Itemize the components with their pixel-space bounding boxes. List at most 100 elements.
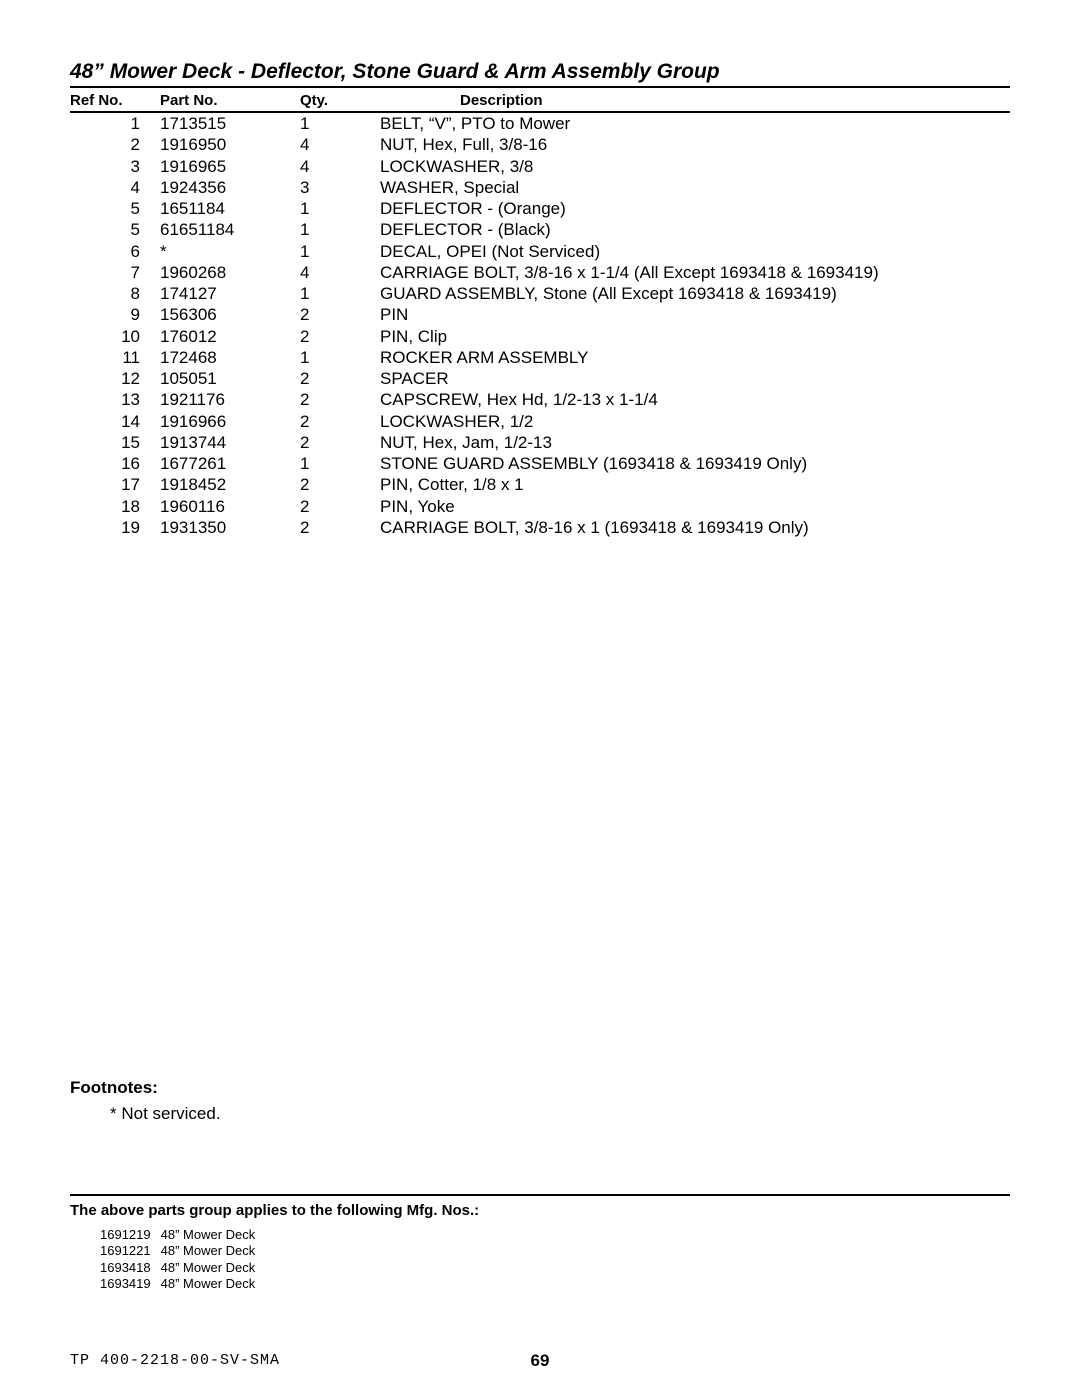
cell-ref: 6 xyxy=(70,241,160,262)
cell-qty: 4 xyxy=(300,134,380,155)
cell-qty: 2 xyxy=(300,389,380,410)
cell-qty: 3 xyxy=(300,177,380,198)
cell-desc: LOCKWASHER, 3/8 xyxy=(380,156,1010,177)
cell-part: 1918452 xyxy=(160,474,300,495)
cell-part: 105051 xyxy=(160,368,300,389)
cell-qty: 2 xyxy=(300,517,380,538)
cell-desc: STONE GUARD ASSEMBLY (1693418 & 1693419 … xyxy=(380,453,1010,474)
mfg-rule xyxy=(70,1194,1010,1196)
cell-desc: DEFLECTOR - (Black) xyxy=(380,219,1010,240)
cell-part: 1677261 xyxy=(160,453,300,474)
mfg-table: 169121948” Mower Deck169122148” Mower De… xyxy=(100,1227,265,1292)
cell-desc: DECAL, OPEI (Not Serviced) xyxy=(380,241,1010,262)
table-row: 1919313502CARRIAGE BOLT, 3/8-16 x 1 (169… xyxy=(70,517,1010,538)
cell-ref: 12 xyxy=(70,368,160,389)
cell-qty: 1 xyxy=(300,347,380,368)
cell-qty: 2 xyxy=(300,496,380,517)
cell-desc: NUT, Hex, Jam, 1/2-13 xyxy=(380,432,1010,453)
mfg-row: 169341948” Mower Deck xyxy=(100,1276,265,1292)
mfg-no: 1693418 xyxy=(100,1260,161,1276)
cell-qty: 1 xyxy=(300,283,380,304)
cell-desc: PIN, Clip xyxy=(380,326,1010,347)
cell-desc: SPACER xyxy=(380,368,1010,389)
col-header-ref: Ref No. xyxy=(70,90,160,112)
cell-ref: 14 xyxy=(70,411,160,432)
mfg-no: 1691221 xyxy=(100,1243,161,1259)
cell-desc: CAPSCREW, Hex Hd, 1/2-13 x 1-1/4 xyxy=(380,389,1010,410)
cell-ref: 3 xyxy=(70,156,160,177)
cell-ref: 15 xyxy=(70,432,160,453)
table-row: 111724681ROCKER ARM ASSEMBLY xyxy=(70,347,1010,368)
table-row: 101760122PIN, Clip xyxy=(70,326,1010,347)
mfg-desc: 48” Mower Deck xyxy=(161,1227,266,1243)
cell-ref: 7 xyxy=(70,262,160,283)
table-row: 81741271GUARD ASSEMBLY, Stone (All Excep… xyxy=(70,283,1010,304)
cell-desc: WASHER, Special xyxy=(380,177,1010,198)
cell-desc: NUT, Hex, Full, 3/8-16 xyxy=(380,134,1010,155)
cell-part: 1916950 xyxy=(160,134,300,155)
col-header-qty: Qty. xyxy=(300,90,380,112)
cell-desc: ROCKER ARM ASSEMBLY xyxy=(380,347,1010,368)
table-row: 1319211762CAPSCREW, Hex Hd, 1/2-13 x 1-1… xyxy=(70,389,1010,410)
cell-qty: 4 xyxy=(300,262,380,283)
cell-qty: 2 xyxy=(300,326,380,347)
cell-qty: 1 xyxy=(300,453,380,474)
page-number: 69 xyxy=(70,1351,1010,1371)
cell-desc: PIN, Yoke xyxy=(380,496,1010,517)
cell-ref: 16 xyxy=(70,453,160,474)
cell-ref: 1 xyxy=(70,112,160,134)
cell-part: 1960268 xyxy=(160,262,300,283)
cell-part: 156306 xyxy=(160,304,300,325)
page-footer: TP 400-2218-00-SV-SMA 69 xyxy=(70,1351,1010,1369)
cell-ref: 19 xyxy=(70,517,160,538)
mfg-no: 1693419 xyxy=(100,1276,161,1292)
cell-desc: CARRIAGE BOLT, 3/8-16 x 1-1/4 (All Excep… xyxy=(380,262,1010,283)
table-row: 1519137442NUT, Hex, Jam, 1/2-13 xyxy=(70,432,1010,453)
cell-qty: 1 xyxy=(300,112,380,134)
table-row: 117135151BELT, “V”, PTO to Mower xyxy=(70,112,1010,134)
cell-desc: PIN xyxy=(380,304,1010,325)
mfg-desc: 48” Mower Deck xyxy=(161,1260,266,1276)
table-row: 219169504NUT, Hex, Full, 3/8-16 xyxy=(70,134,1010,155)
table-row: 5616511841DEFLECTOR - (Black) xyxy=(70,219,1010,240)
cell-part: 1924356 xyxy=(160,177,300,198)
cell-ref: 13 xyxy=(70,389,160,410)
table-row: 1616772611STONE GUARD ASSEMBLY (1693418 … xyxy=(70,453,1010,474)
cell-desc: PIN, Cotter, 1/8 x 1 xyxy=(380,474,1010,495)
cell-qty: 2 xyxy=(300,368,380,389)
footnotes-heading: Footnotes: xyxy=(70,1078,1010,1098)
section-title: 48” Mower Deck - Deflector, Stone Guard … xyxy=(70,60,1010,88)
page: 48” Mower Deck - Deflector, Stone Guard … xyxy=(0,0,1080,1397)
cell-ref: 9 xyxy=(70,304,160,325)
parts-table: Ref No. Part No. Qty. Description 117135… xyxy=(70,90,1010,538)
table-row: 516511841DEFLECTOR - (Orange) xyxy=(70,198,1010,219)
cell-ref: 8 xyxy=(70,283,160,304)
table-row: 91563062PIN xyxy=(70,304,1010,325)
mfg-desc: 48” Mower Deck xyxy=(161,1243,266,1259)
table-row: 419243563WASHER, Special xyxy=(70,177,1010,198)
cell-part: 1916965 xyxy=(160,156,300,177)
cell-part: 1916966 xyxy=(160,411,300,432)
cell-part: 61651184 xyxy=(160,219,300,240)
cell-ref: 4 xyxy=(70,177,160,198)
cell-part: 172468 xyxy=(160,347,300,368)
col-header-part: Part No. xyxy=(160,90,300,112)
cell-part: 174127 xyxy=(160,283,300,304)
cell-ref: 18 xyxy=(70,496,160,517)
mfg-heading: The above parts group applies to the fol… xyxy=(70,1202,1010,1219)
cell-desc: DEFLECTOR - (Orange) xyxy=(380,198,1010,219)
cell-part: 1651184 xyxy=(160,198,300,219)
mfg-row: 169122148” Mower Deck xyxy=(100,1243,265,1259)
footnote-text: * Not serviced. xyxy=(70,1104,1010,1124)
cell-desc: GUARD ASSEMBLY, Stone (All Except 169341… xyxy=(380,283,1010,304)
cell-ref: 10 xyxy=(70,326,160,347)
cell-qty: 2 xyxy=(300,411,380,432)
table-row: 1819601162PIN, Yoke xyxy=(70,496,1010,517)
mfg-no: 1691219 xyxy=(100,1227,161,1243)
col-header-desc: Description xyxy=(380,90,1010,112)
table-row: 6*1DECAL, OPEI (Not Serviced) xyxy=(70,241,1010,262)
cell-part: 1913744 xyxy=(160,432,300,453)
cell-ref: 11 xyxy=(70,347,160,368)
cell-ref: 17 xyxy=(70,474,160,495)
table-row: 319169654LOCKWASHER, 3/8 xyxy=(70,156,1010,177)
